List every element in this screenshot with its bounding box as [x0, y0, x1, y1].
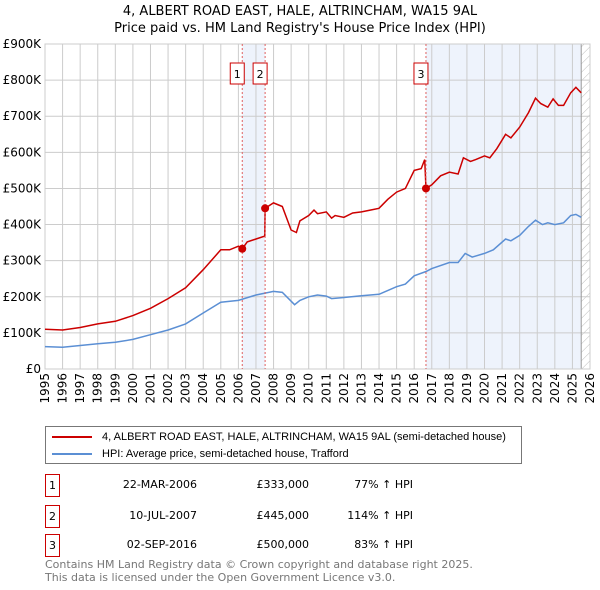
- legend-swatch-red: [52, 436, 92, 438]
- x-tick-label: 1996: [56, 373, 70, 404]
- y-tick-label: £300K: [3, 254, 43, 268]
- x-tick-label: 2019: [460, 373, 474, 404]
- legend-label: HPI: Average price, semi-detached house,…: [102, 448, 349, 460]
- y-tick-label: £800K: [3, 73, 43, 87]
- x-tick-label: 2016: [407, 373, 421, 404]
- sale-point: [238, 244, 247, 253]
- sale-hpi: 83% ↑ HPI: [354, 538, 413, 551]
- legend-swatch-blue: [52, 453, 92, 455]
- sale-label: 2: [257, 68, 264, 81]
- footer: Contains HM Land Registry data © Crown c…: [45, 558, 473, 584]
- x-tick-label: 2023: [530, 373, 544, 404]
- sale-date: 10-JUL-2007: [129, 509, 197, 522]
- x-tick-label: 2007: [249, 373, 263, 404]
- x-tick-label: 2020: [478, 373, 492, 404]
- sale-label-box: [229, 62, 245, 85]
- legend-label: 4, ALBERT ROAD EAST, HALE, ALTRINCHAM, W…: [102, 431, 506, 443]
- chart-title: 4, ALBERT ROAD EAST, HALE, ALTRINCHAM, W…: [122, 4, 478, 19]
- sale-date: 22-MAR-2006: [122, 478, 197, 491]
- legend-item-property: 4, ALBERT ROAD EAST, HALE, ALTRINCHAM, W…: [52, 429, 506, 445]
- x-tick-label: 2010: [302, 373, 316, 404]
- property-price-line: [44, 86, 582, 331]
- x-tick-label: 2002: [161, 373, 175, 404]
- sale-date: 02-SEP-2016: [126, 538, 197, 551]
- sale-price: £333,000: [256, 478, 310, 491]
- sale-hpi: 114% ↑ HPI: [347, 509, 413, 522]
- x-tick-label: 2013: [354, 373, 368, 404]
- y-tick-label: £700K: [3, 109, 43, 123]
- hpi-line: [44, 213, 582, 349]
- x-tick-label: 1999: [108, 373, 122, 404]
- x-tick-label: 2024: [548, 373, 562, 404]
- y-tick-label: £900K: [3, 37, 43, 51]
- x-tick-label: 2009: [284, 373, 298, 404]
- x-tick-label: 2021: [495, 373, 509, 404]
- x-tick-label: 2001: [143, 373, 157, 404]
- sale-label-box: [252, 62, 268, 85]
- legend-item-hpi: HPI: Average price, semi-detached house,…: [52, 446, 349, 462]
- x-tick-label: 2000: [126, 373, 140, 404]
- sale-label-box: [413, 62, 429, 85]
- x-tick-label: 2011: [319, 373, 333, 404]
- x-tick-label: 2017: [425, 373, 439, 404]
- shaded-range: [242, 44, 266, 369]
- chart-subtitle: Price paid vs. HM Land Registry's House …: [114, 21, 486, 36]
- x-tick-label: 2014: [372, 373, 386, 404]
- x-tick-label: 1997: [73, 373, 87, 404]
- sale-point: [421, 184, 430, 193]
- sale-label: 3: [417, 68, 424, 81]
- sale-point: [261, 204, 270, 213]
- legend: 4, ALBERT ROAD EAST, HALE, ALTRINCHAM, W…: [45, 426, 522, 464]
- sale-price: £445,000: [256, 509, 310, 522]
- x-tick-label: 2026: [583, 373, 597, 404]
- x-tick-label: 2005: [214, 373, 228, 404]
- sale-number: 1: [45, 474, 60, 497]
- copyright-text: Contains HM Land Registry data © Crown c…: [45, 558, 473, 571]
- x-tick-label: 2022: [513, 373, 527, 404]
- licence-text: This data is licensed under the Open Gov…: [45, 571, 396, 584]
- sale-number: 2: [45, 505, 60, 528]
- y-tick-label: £400K: [3, 218, 43, 232]
- y-tick-label: £500K: [3, 181, 43, 195]
- sale-row: 3 02-SEP-2016 £500,000 83% ↑ HPI: [45, 534, 445, 557]
- sale-number: 3: [45, 534, 60, 557]
- forecast-hatch: [581, 44, 590, 369]
- x-tick-label: 1998: [91, 373, 105, 404]
- x-tick-label: 1995: [38, 373, 52, 404]
- x-tick-label: 2015: [390, 373, 404, 404]
- x-tick-label: 2018: [442, 373, 456, 404]
- x-tick-label: 2006: [231, 373, 245, 404]
- x-tick-label: 2025: [565, 373, 579, 404]
- x-tick-label: 2004: [196, 373, 210, 404]
- y-tick-label: £200K: [3, 290, 43, 304]
- y-tick-label: £600K: [3, 145, 43, 159]
- y-tick-label: £100K: [3, 326, 43, 340]
- sale-row: 1 22-MAR-2006 £333,000 77% ↑ HPI: [45, 474, 445, 497]
- x-tick-label: 2008: [267, 373, 281, 404]
- x-tick-label: 2003: [179, 373, 193, 404]
- x-tick-label: 2012: [337, 373, 351, 404]
- line-chart: £0 £100K £200K £300K £400K £500K £600K £700K £80…: [3, 37, 597, 404]
- plot-border: [44, 43, 591, 370]
- sale-price: £500,000: [256, 538, 310, 551]
- y-tick-label: £0: [26, 362, 41, 376]
- sale-hpi: 77% ↑ HPI: [354, 478, 413, 491]
- sale-row: 2 10-JUL-2007 £445,000 114% ↑ HPI: [45, 505, 445, 528]
- sale-label: 1: [234, 68, 241, 81]
